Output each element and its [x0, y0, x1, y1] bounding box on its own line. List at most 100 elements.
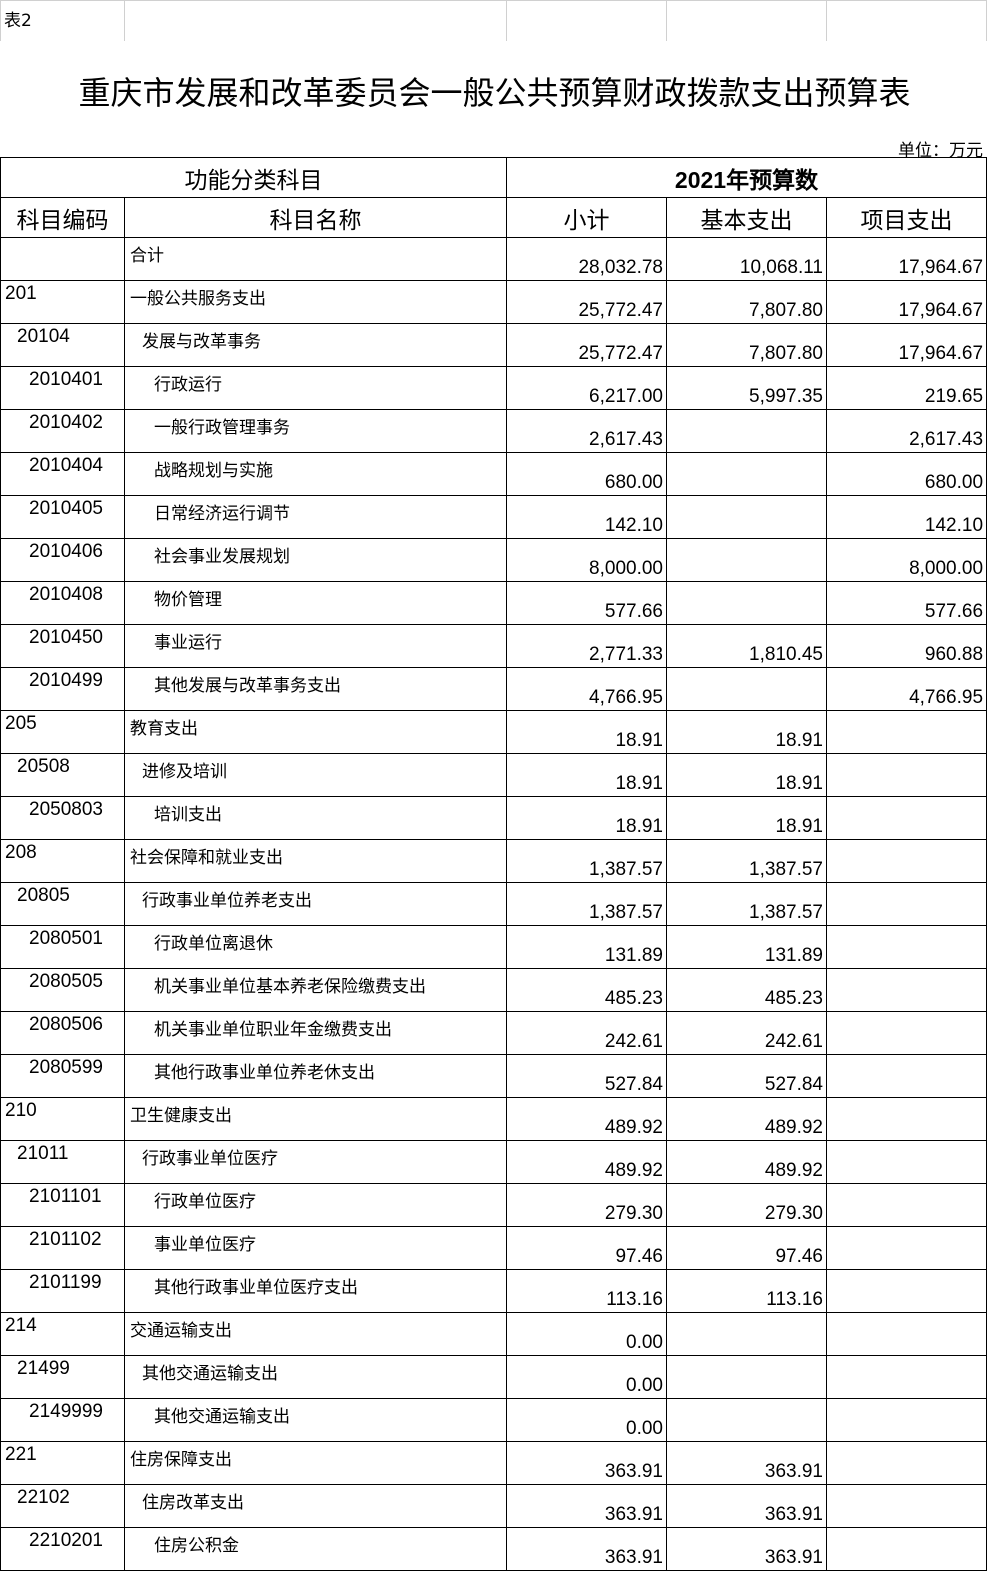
- cell-basic: [666, 1312, 827, 1356]
- cell-project: [825, 1140, 988, 1184]
- cell-project: [825, 710, 988, 754]
- cell-project: [825, 796, 988, 840]
- cell-code: 2101199: [0, 1269, 125, 1313]
- cell-project: 577.66: [825, 581, 988, 625]
- cell-basic: 489.92: [666, 1097, 827, 1141]
- cell-project: [825, 1011, 988, 1055]
- cell-code: 20508: [0, 753, 125, 797]
- cell-code: 2010405: [0, 495, 125, 539]
- cell-project: [825, 1398, 988, 1442]
- cell-name: 机关事业单位基本养老保险缴费支出: [124, 968, 507, 1012]
- cell-name: 教育支出: [124, 710, 507, 754]
- table-row: 2010406 社会事业发展规划 8,000.00 8,000.00: [0, 538, 988, 582]
- table-row: 2080599 其他行政事业单位养老休支出 527.84 527.84: [0, 1054, 988, 1098]
- gridline: [0, 1, 1, 41]
- cell-name: 住房保障支出: [124, 1441, 507, 1485]
- cell-project: [825, 1183, 988, 1227]
- cell-project: 4,766.95: [825, 667, 988, 711]
- cell-subtotal: 1,387.57: [506, 839, 667, 883]
- table-row: 合计 28,032.78 10,068.11 17,964.67: [0, 237, 988, 281]
- table-row: 214 交通运输支出 0.00: [0, 1312, 988, 1356]
- table-row: 210 卫生健康支出 489.92 489.92: [0, 1097, 988, 1141]
- cell-subtotal: 485.23: [506, 968, 667, 1012]
- cell-name: 社会保障和就业支出: [124, 839, 507, 883]
- gridline: [666, 1, 667, 41]
- cell-name: 一般公共服务支出: [124, 280, 507, 324]
- cell-code: 2080505: [0, 968, 125, 1012]
- cell-subtotal: 680.00: [506, 452, 667, 496]
- cell-name: 其他行政事业单位医疗支出: [124, 1269, 507, 1313]
- cell-name: 住房公积金: [124, 1527, 507, 1571]
- table-row: 2080506 机关事业单位职业年金缴费支出 242.61 242.61: [0, 1011, 988, 1055]
- table-row: 2010404 战略规划与实施 680.00 680.00: [0, 452, 988, 496]
- cell-subtotal: 363.91: [506, 1527, 667, 1571]
- cell-subtotal: 279.30: [506, 1183, 667, 1227]
- cell-basic: 363.91: [666, 1484, 827, 1528]
- cell-basic: [666, 667, 827, 711]
- cell-code: 205: [0, 710, 125, 754]
- cell-basic: 1,810.45: [666, 624, 827, 668]
- cell-basic: 485.23: [666, 968, 827, 1012]
- table-row: 21011 行政事业单位医疗 489.92 489.92: [0, 1140, 988, 1184]
- table-row: 2101102 事业单位医疗 97.46 97.46: [0, 1226, 988, 1270]
- cell-subtotal: 28,032.78: [506, 237, 667, 281]
- cell-basic: [666, 1355, 827, 1399]
- cell-project: 8,000.00: [825, 538, 988, 582]
- gridline: [124, 1, 125, 41]
- cell-code: 2080506: [0, 1011, 125, 1055]
- gridline: [506, 1, 507, 41]
- sheet-top-gridline-row: [0, 0, 987, 41]
- cell-project: 219.65: [825, 366, 988, 410]
- cell-code: 20104: [0, 323, 125, 367]
- cell-name: 事业运行: [124, 624, 507, 668]
- cell-name: 培训支出: [124, 796, 507, 840]
- cell-code: 20805: [0, 882, 125, 926]
- cell-basic: [666, 495, 827, 539]
- cell-subtotal: 8,000.00: [506, 538, 667, 582]
- cell-name: 其他行政事业单位养老休支出: [124, 1054, 507, 1098]
- cell-code: 2080599: [0, 1054, 125, 1098]
- cell-basic: 7,807.80: [666, 280, 827, 324]
- cell-basic: 363.91: [666, 1441, 827, 1485]
- table-row: 20508 进修及培训 18.91 18.91: [0, 753, 988, 797]
- cell-project: [825, 1097, 988, 1141]
- cell-project: [825, 1269, 988, 1313]
- cell-project: [825, 1312, 988, 1356]
- cell-name: 发展与改革事务: [124, 323, 507, 367]
- cell-code: 2101102: [0, 1226, 125, 1270]
- cell-project: [825, 1226, 988, 1270]
- table-row: 2080505 机关事业单位基本养老保险缴费支出 485.23 485.23: [0, 968, 988, 1012]
- cell-basic: 5,997.35: [666, 366, 827, 410]
- cell-project: [825, 1355, 988, 1399]
- table-row: 2101199 其他行政事业单位医疗支出 113.16 113.16: [0, 1269, 988, 1313]
- cell-code: 2010402: [0, 409, 125, 453]
- table-row: 2080501 行政单位离退休 131.89 131.89: [0, 925, 988, 969]
- cell-project: 142.10: [825, 495, 988, 539]
- cell-name: 行政单位离退休: [124, 925, 507, 969]
- table-row: 221 住房保障支出 363.91 363.91: [0, 1441, 988, 1485]
- cell-code: 22102: [0, 1484, 125, 1528]
- cell-name: 其他交通运输支出: [124, 1398, 507, 1442]
- cell-subtotal: 363.91: [506, 1441, 667, 1485]
- cell-subtotal: 4,766.95: [506, 667, 667, 711]
- budget-table: 功能分类科目 2021年预算数 科目编码 科目名称 小计 基本支出 项目支出 合…: [0, 157, 988, 1571]
- cell-subtotal: 25,772.47: [506, 280, 667, 324]
- cell-basic: 10,068.11: [666, 237, 827, 281]
- gridline: [826, 1, 827, 41]
- table-row: 20104 发展与改革事务 25,772.47 7,807.80 17,964.67: [0, 323, 988, 367]
- table-row: 208 社会保障和就业支出 1,387.57 1,387.57: [0, 839, 988, 883]
- cell-subtotal: 142.10: [506, 495, 667, 539]
- cell-project: 2,617.43: [825, 409, 988, 453]
- cell-subtotal: 18.91: [506, 796, 667, 840]
- table-row: 22102 住房改革支出 363.91 363.91: [0, 1484, 988, 1528]
- cell-name: 住房改革支出: [124, 1484, 507, 1528]
- cell-name: 卫生健康支出: [124, 1097, 507, 1141]
- header-budget-year: 2021年预算数: [505, 157, 988, 198]
- cell-project: [825, 968, 988, 1012]
- cell-code: 2050803: [0, 796, 125, 840]
- cell-name: 进修及培训: [124, 753, 507, 797]
- cell-code: 21011: [0, 1140, 125, 1184]
- cell-project: [825, 753, 988, 797]
- cell-project: [825, 839, 988, 883]
- cell-project: 680.00: [825, 452, 988, 496]
